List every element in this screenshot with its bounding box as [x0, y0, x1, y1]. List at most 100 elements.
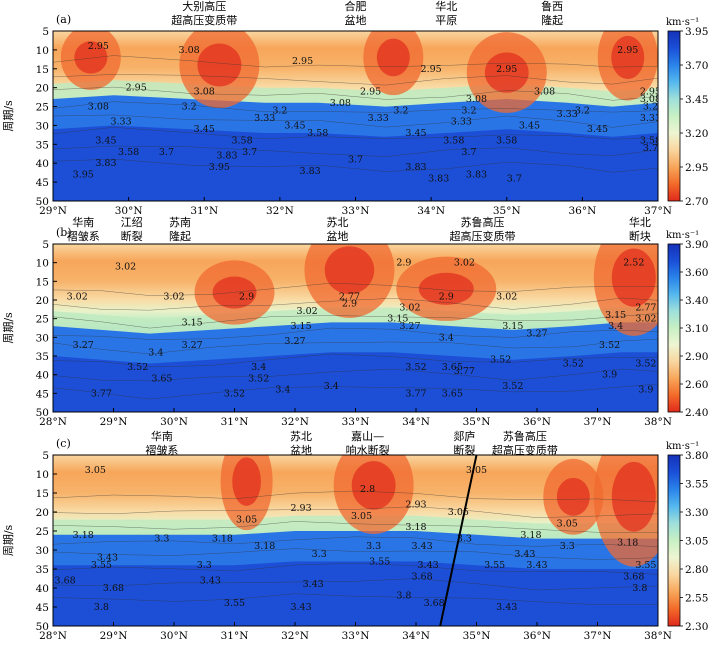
contour-line — [53, 353, 658, 368]
contour-label: 3.55 — [635, 560, 656, 571]
colorbar-tick-label: 2.90 — [685, 351, 708, 363]
contour-label: 3.68 — [103, 583, 124, 594]
contour-label: 3.45 — [284, 120, 305, 131]
contour-label: 3.55 — [484, 560, 505, 571]
contour-label: 3.2 — [575, 105, 590, 116]
colorbar-tick-label: 3.95 — [685, 26, 708, 38]
contour-label: 3.52 — [224, 388, 245, 399]
y-tick-label: 50 — [36, 621, 49, 633]
low-velocity-core — [74, 41, 108, 74]
contour-line — [53, 562, 658, 575]
contour-label: 3.58 — [231, 136, 252, 147]
contour-label: 3.43 — [303, 579, 324, 590]
contour-label: 2.9 — [439, 291, 454, 302]
contour-label: 3.4 — [148, 347, 163, 358]
y-axis-label: 周期/s — [2, 524, 15, 556]
y-tick-label: 25 — [36, 102, 49, 114]
x-tick-label: 37°N — [584, 416, 612, 428]
region-label: 平原 — [435, 14, 457, 27]
contour-line — [53, 74, 658, 86]
contour-label: 3.83 — [216, 151, 237, 162]
y-tick-label: 20 — [36, 507, 49, 519]
region-label: 华南 — [72, 215, 94, 229]
contour-label: 2.95 — [126, 83, 147, 94]
contour-label: 3.43 — [411, 541, 432, 552]
contour-label: 3.8 — [396, 591, 411, 602]
contour-label: 2.77 — [635, 302, 656, 313]
contour-label: 2.9 — [239, 291, 254, 302]
contour-label: 2.95 — [292, 56, 313, 67]
y-tick-label: 5 — [42, 26, 49, 38]
contour-label: 3.15 — [605, 310, 626, 321]
colorbar-tick-label: 2.60 — [685, 379, 708, 391]
contour-label: 3.08 — [466, 94, 487, 105]
region-label: 大别高压 — [182, 0, 226, 13]
contour-line — [53, 158, 658, 173]
contour-label: 3.83 — [95, 158, 116, 169]
region-label: 超高压变质带 — [171, 13, 237, 27]
colorbar-tick-label: 2.80 — [685, 564, 708, 576]
y-tick-label: 20 — [36, 295, 49, 307]
contour-label: 3.52 — [405, 362, 426, 373]
contour-label: 3.3 — [154, 534, 169, 545]
colorbar-unit: km·s⁻¹ — [666, 230, 699, 241]
contour-label: 3.15 — [290, 321, 311, 332]
contour-label: 3.2 — [461, 105, 476, 116]
region-label: 盆地 — [326, 229, 348, 243]
contour-label: 3.52 — [563, 358, 584, 369]
contour-line — [53, 536, 658, 547]
y-tick-label: 15 — [36, 488, 49, 500]
y-tick-label: 45 — [36, 388, 49, 400]
low-velocity-core — [484, 52, 529, 93]
contour-label: 3.45 — [519, 120, 540, 131]
colorbar-tick-label: 3.70 — [685, 60, 708, 72]
x-tick-label: 35°N — [493, 205, 521, 217]
region-label: 响水断裂 — [346, 443, 390, 457]
contour-label: 3.05 — [466, 465, 487, 476]
colorbar-tick-label: 2.70 — [685, 196, 708, 208]
contour-label: 3.4 — [275, 385, 290, 396]
y-tick-label: 15 — [36, 64, 49, 76]
contour-label: 3.52 — [599, 340, 620, 351]
x-tick-label: 31°N — [221, 630, 249, 642]
contour-label: 2.95 — [360, 86, 381, 97]
y-tick-label: 35 — [36, 564, 49, 576]
contour-label: 3.08 — [194, 86, 215, 97]
low-velocity-core — [232, 457, 261, 506]
contour-line — [53, 114, 658, 128]
contour-label: 3.2 — [393, 105, 408, 116]
contour-line — [53, 55, 658, 68]
y-tick-label: 40 — [36, 370, 49, 382]
contour-label: 3.18 — [520, 530, 541, 541]
y-tick-label: 30 — [36, 120, 49, 132]
y-tick-label: 50 — [36, 196, 49, 208]
contour-label: 3.55 — [369, 556, 390, 567]
contour-label: 3.45 — [587, 124, 608, 135]
colorbar-tick-label: 3.90 — [685, 239, 708, 251]
contour-label: 3.33 — [254, 113, 275, 124]
contour-label: 3.58 — [496, 136, 517, 147]
contour-label: 3.7 — [461, 147, 476, 158]
contour-label: 3.55 — [224, 598, 245, 609]
contour-line — [53, 127, 658, 140]
region-label: 华北 — [435, 0, 457, 13]
colorbar — [667, 30, 681, 202]
contour-label: 3.27 — [399, 321, 420, 332]
low-velocity-core — [611, 248, 656, 307]
fault-line — [439, 455, 478, 626]
region-label: 苏北 — [290, 430, 312, 443]
contour-label: 3.08 — [88, 102, 109, 113]
contour-line — [53, 490, 658, 503]
contour-line — [53, 506, 658, 518]
region-label: 郯庐 — [453, 429, 475, 443]
region-label: 断裂 — [121, 229, 143, 243]
region-label: 苏北 — [326, 216, 348, 229]
contour-label: 3.43 — [496, 602, 517, 613]
contour-label: 3.33 — [557, 109, 578, 120]
colorbar-tick-label: 2.40 — [685, 407, 708, 419]
contour-label: 2.95 — [640, 86, 661, 97]
y-axis-label: 周期/s — [2, 100, 15, 132]
contour-line — [53, 548, 658, 560]
region-label: 褶皱系 — [145, 443, 178, 457]
